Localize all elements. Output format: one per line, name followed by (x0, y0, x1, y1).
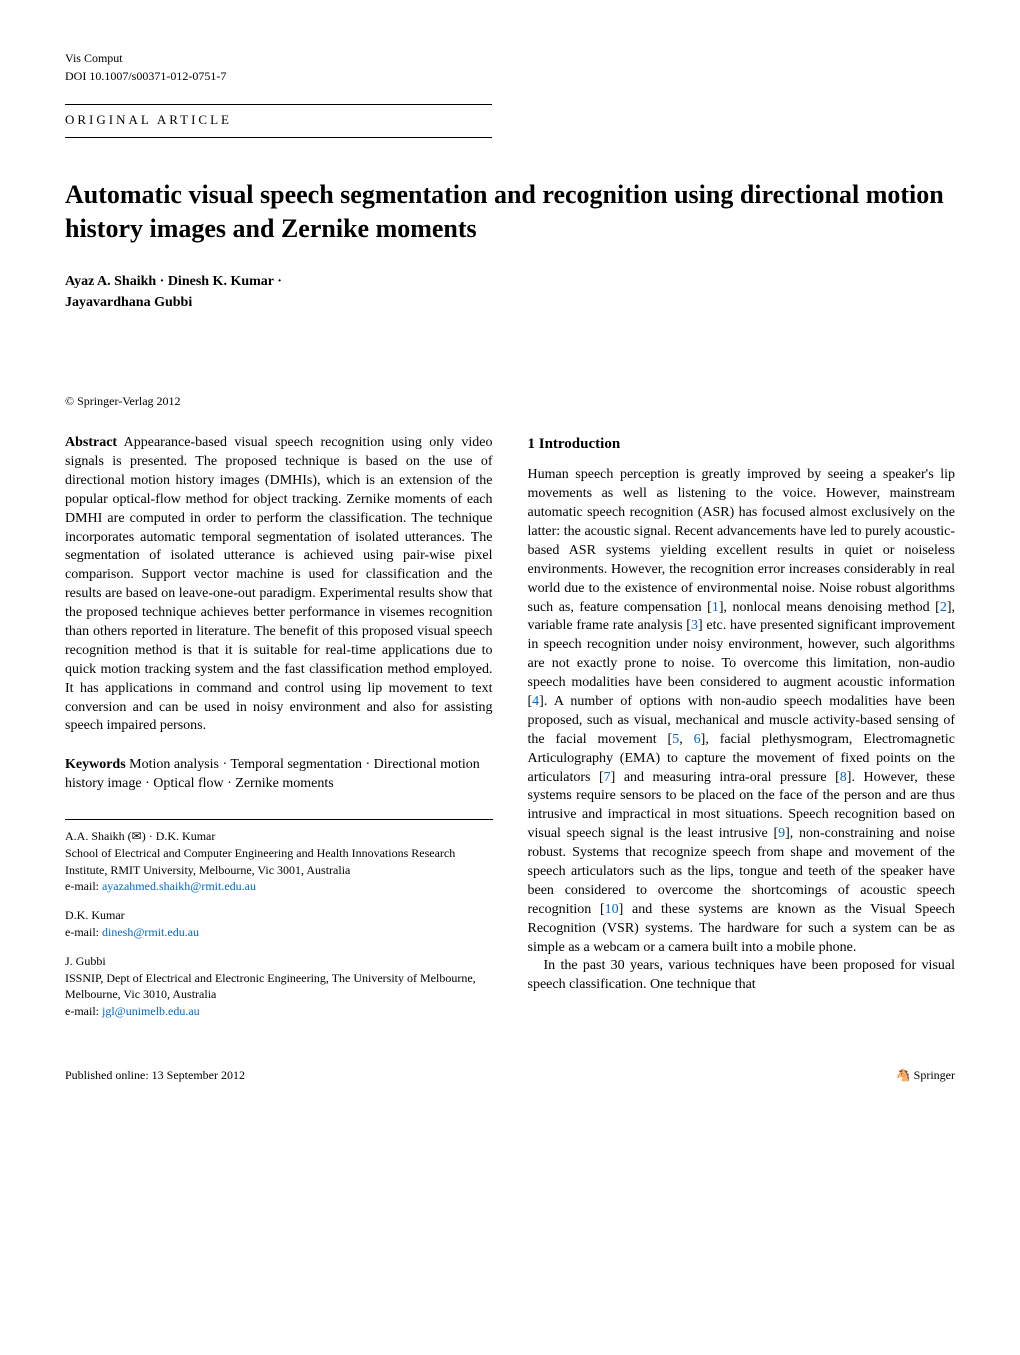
abstract-label: Abstract (65, 435, 117, 450)
keywords-block: Keywords Motion analysis · Temporal segm… (65, 756, 493, 794)
author-info-2: D.K. Kumar e-mail: dinesh@rmit.edu.au (65, 907, 493, 941)
ref-6[interactable]: 6 (694, 732, 701, 747)
authors-line2: Jayavardhana Gubbi (65, 295, 192, 310)
ref-1[interactable]: 1 (712, 600, 719, 615)
ref-8[interactable]: 8 (840, 770, 847, 785)
author-info-divider (65, 819, 493, 820)
two-column-layout: Abstract Appearance-based visual speech … (65, 434, 955, 1032)
springer-logo: 🐴 Springer (896, 1067, 955, 1083)
article-title: Automatic visual speech segmentation and… (65, 178, 955, 246)
author1-email[interactable]: ayazahmed.shaikh@rmit.edu.au (102, 879, 256, 893)
right-column: 1 Introduction Human speech perception i… (528, 434, 956, 1032)
springer-text: Springer (914, 1068, 955, 1082)
keywords-text: Motion analysis · Temporal segmentation … (65, 757, 480, 791)
ref-10[interactable]: 10 (605, 902, 619, 917)
abstract-text: Appearance-based visual speech recogniti… (65, 435, 493, 733)
ref-3[interactable]: 3 (691, 618, 698, 633)
section-1-heading: 1 Introduction (528, 434, 956, 454)
author-info-3: J. Gubbi ISSNIP, Dept of Electrical and … (65, 953, 493, 1020)
intro-text-1b: ], nonlocal means denoising method [ (719, 600, 940, 615)
author1-name: A.A. Shaikh (✉) · D.K. Kumar (65, 829, 215, 843)
authors-line1: Ayaz A. Shaikh · Dinesh K. Kumar · (65, 274, 282, 289)
keywords-label: Keywords (65, 757, 126, 772)
springer-icon: 🐴 (896, 1068, 914, 1082)
author-info-1: A.A. Shaikh (✉) · D.K. Kumar School of E… (65, 828, 493, 895)
abstract-block: Abstract Appearance-based visual speech … (65, 434, 493, 736)
author2-email-label: e-mail: (65, 925, 102, 939)
intro-text-1h: ] and measuring intra-oral pressure [ (611, 770, 840, 785)
author3-email[interactable]: jgl@unimelb.edu.au (102, 1004, 200, 1018)
authors: Ayaz A. Shaikh · Dinesh K. Kumar · Jayav… (65, 271, 955, 313)
author2-name: D.K. Kumar (65, 908, 125, 922)
author1-email-label: e-mail: (65, 879, 102, 893)
ref-2[interactable]: 2 (940, 600, 947, 615)
ref-7[interactable]: 7 (604, 770, 611, 785)
intro-text-1a: Human speech perception is greatly impro… (528, 467, 956, 614)
author2-email[interactable]: dinesh@rmit.edu.au (102, 925, 199, 939)
article-type-box: ORIGINAL ARTICLE (65, 104, 492, 138)
intro-paragraph-1: Human speech perception is greatly impro… (528, 466, 956, 957)
author3-name: J. Gubbi (65, 954, 106, 968)
doi: DOI 10.1007/s00371-012-0751-7 (65, 68, 955, 84)
author1-affiliation: School of Electrical and Computer Engine… (65, 846, 455, 877)
author3-email-label: e-mail: (65, 1004, 102, 1018)
copyright: © Springer-Verlag 2012 (65, 393, 955, 409)
page-footer: Published online: 13 September 2012 🐴 Sp… (65, 1067, 955, 1083)
journal-name: Vis Comput (65, 50, 955, 66)
author3-affiliation: ISSNIP, Dept of Electrical and Electroni… (65, 971, 476, 1002)
article-type: ORIGINAL ARTICLE (65, 112, 232, 127)
published-date: Published online: 13 September 2012 (65, 1067, 245, 1083)
intro-text-1f: , (679, 732, 693, 747)
left-column: Abstract Appearance-based visual speech … (65, 434, 493, 1032)
intro-paragraph-2: In the past 30 years, various techniques… (528, 957, 956, 995)
